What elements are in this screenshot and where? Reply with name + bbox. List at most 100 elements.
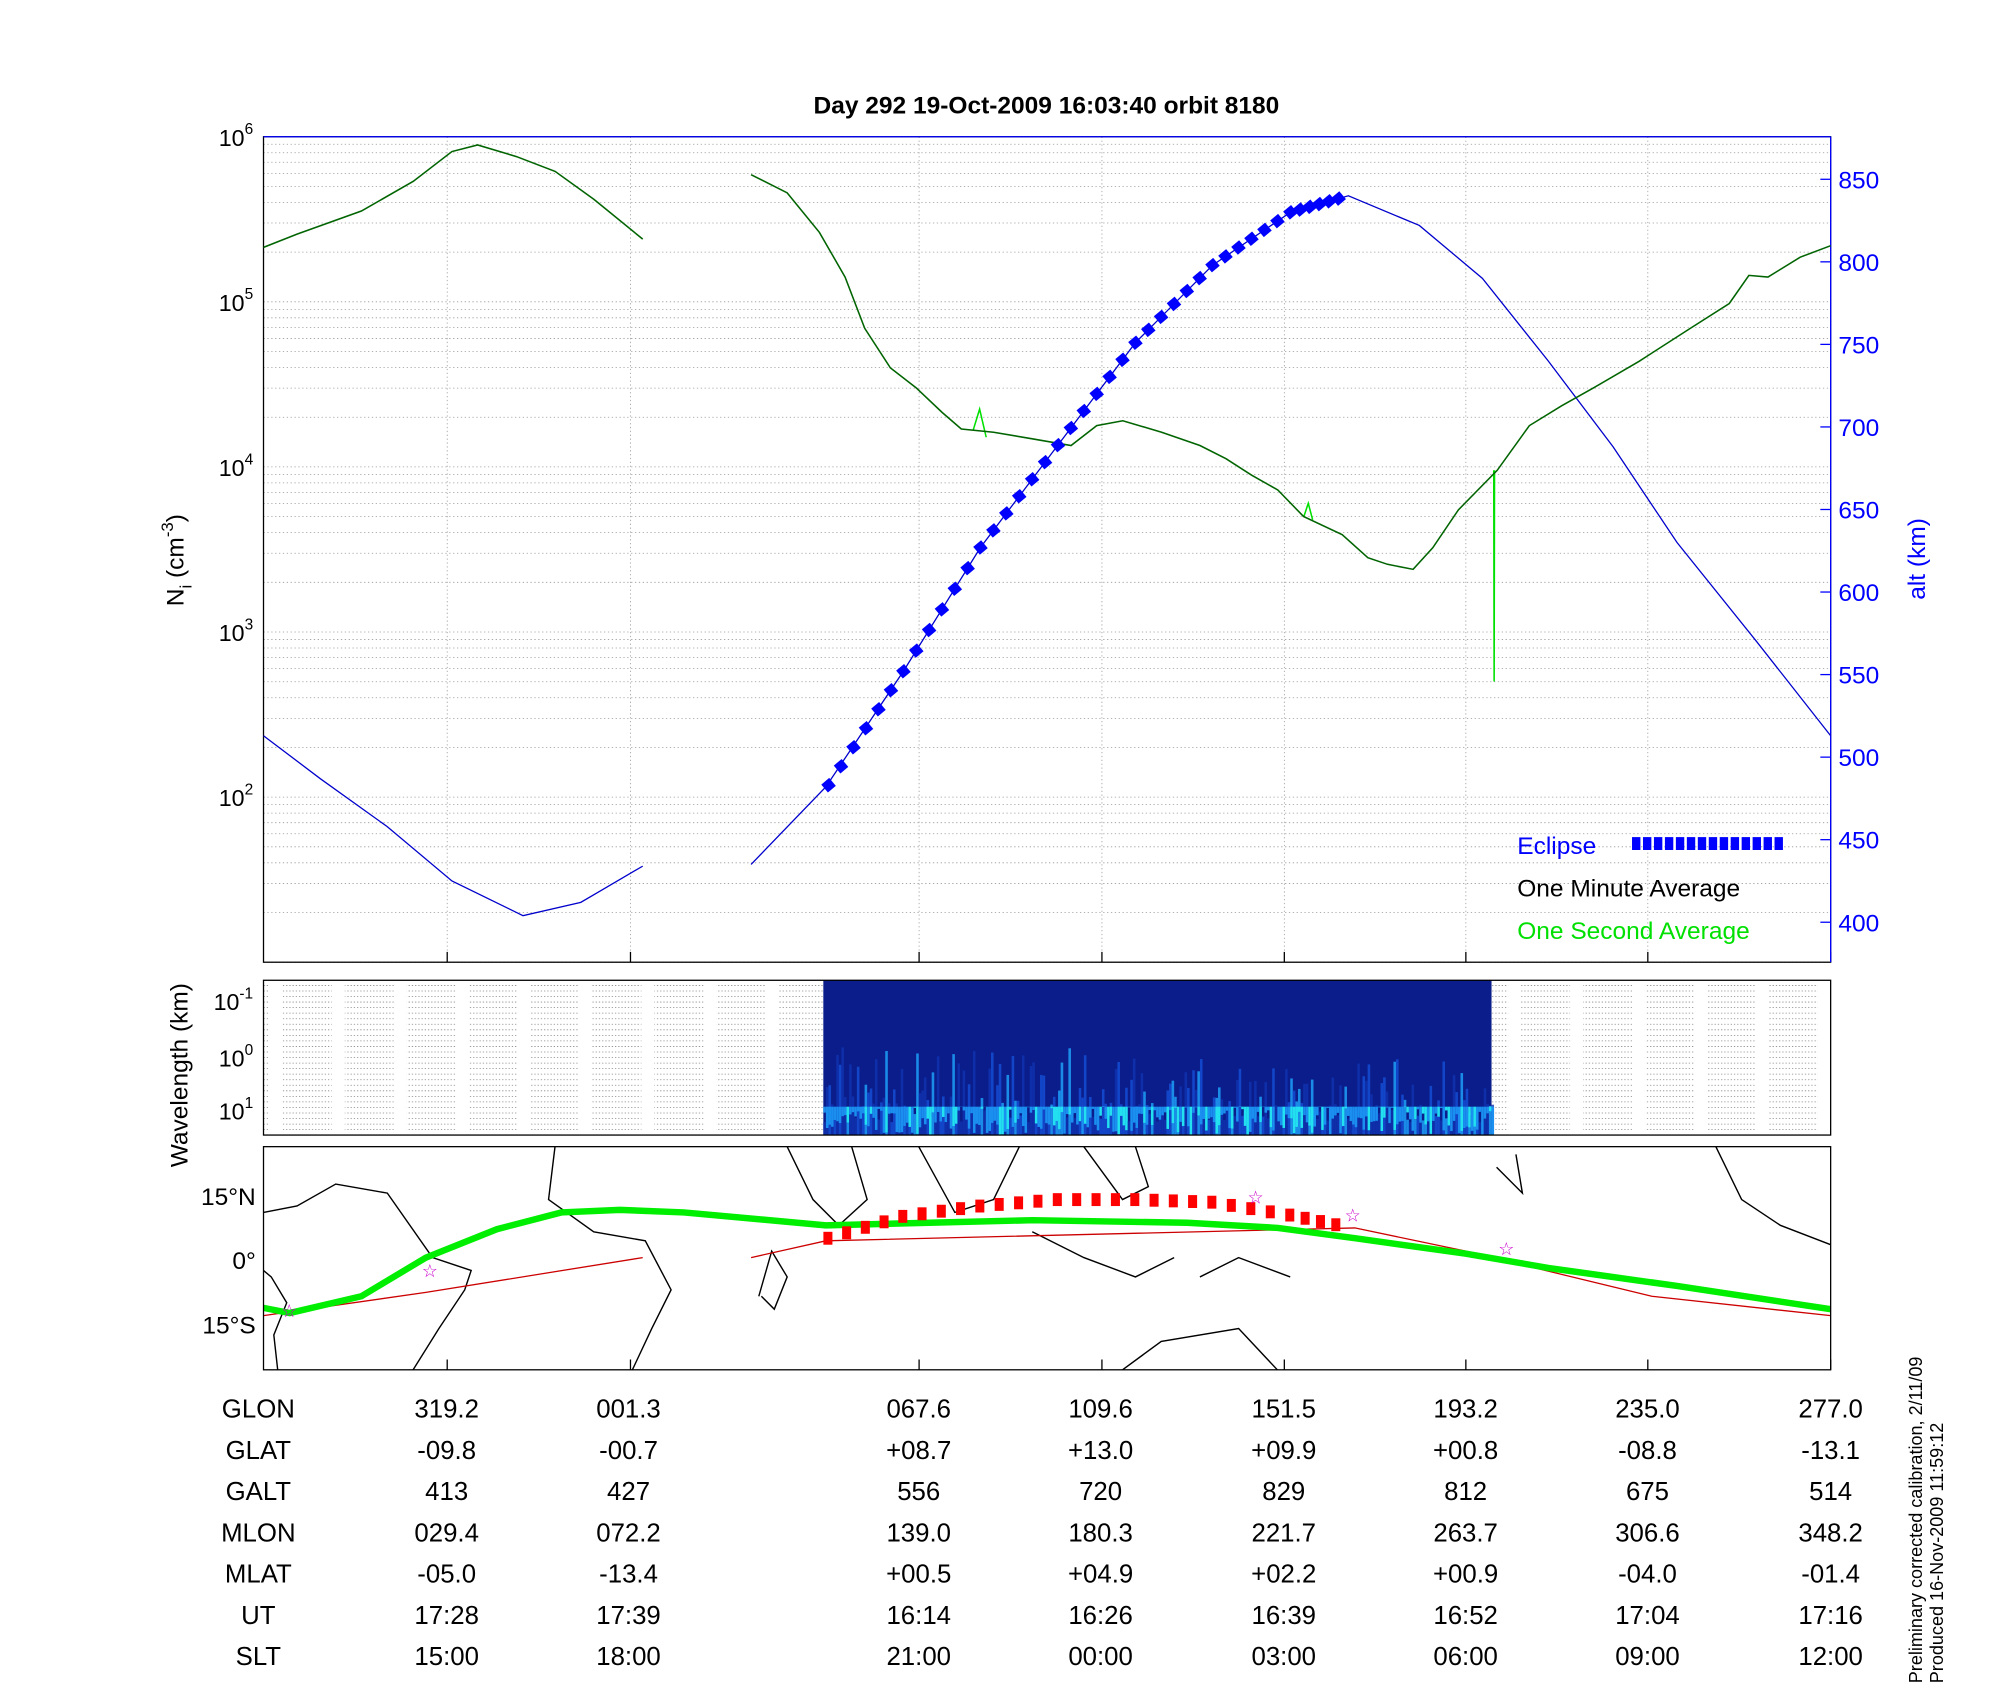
spectrogram-column (1398, 1119, 1402, 1136)
spectrogram-column (1246, 1106, 1249, 1136)
spectrogram-column (867, 1106, 870, 1127)
spectrogram-column (1220, 1099, 1224, 1136)
spectrogram-column (1009, 1106, 1012, 1110)
spectrogram-column (1357, 1106, 1360, 1118)
eclipse-marker (896, 664, 911, 679)
spectrogram-column (880, 1102, 883, 1136)
spectrogram-column (1194, 1106, 1198, 1108)
spectrogram-column (849, 1106, 852, 1115)
y2-tick-label: 750 (1838, 332, 1879, 359)
table-cell: 514 (1809, 1478, 1852, 1506)
spectrogram-column (1303, 1106, 1306, 1116)
spectrogram-column (1042, 1075, 1046, 1136)
table-cell: 072.2 (596, 1519, 661, 1547)
spectrogram-column (991, 1106, 994, 1123)
eclipse-marker (908, 643, 924, 658)
table-cell: 17:28 (414, 1602, 479, 1630)
spectrogram-column (1202, 1117, 1206, 1136)
eclipse-track-marker (1331, 1218, 1341, 1232)
y-tick-label: 104 (219, 451, 254, 481)
spectrogram-column (1163, 1106, 1167, 1113)
spectrogram-column (1014, 1106, 1017, 1123)
eclipse-marker (1153, 309, 1169, 325)
spectrogram-column (823, 1106, 826, 1113)
spectrogram-column (1223, 1120, 1226, 1136)
coastline (263, 1269, 288, 1370)
spectrogram-column (1029, 1065, 1033, 1136)
spectrogram-column (1313, 1118, 1317, 1136)
spectrogram-column (1406, 1106, 1409, 1113)
spectrogram-column (939, 1115, 942, 1136)
spectrogram-column (1383, 1106, 1386, 1118)
spectrogram-column (890, 1122, 893, 1136)
table-cell: 306.6 (1615, 1519, 1680, 1547)
spectrogram-column (1367, 1064, 1371, 1136)
table-cell: 17:04 (1615, 1602, 1680, 1630)
spectrogram-column (978, 1120, 981, 1136)
spectrogram-column (1184, 1072, 1188, 1136)
y2-tick-label: 550 (1838, 663, 1879, 690)
spectrogram-column (1055, 1114, 1059, 1136)
spectrogram-column (1383, 1077, 1386, 1136)
spectrogram-column (1055, 1106, 1059, 1121)
eclipse-track-marker (879, 1215, 889, 1229)
spectrogram-column (1065, 1106, 1069, 1115)
spectrogram-column (970, 1106, 973, 1114)
eclipse-marker (1102, 369, 1117, 385)
eclipse-marker (883, 682, 899, 698)
legend-eclipse-marker (1686, 837, 1696, 850)
spectrogram-column (947, 1106, 950, 1114)
table-cell: 812 (1444, 1478, 1487, 1506)
spectrogram-column (836, 1054, 839, 1136)
y-tick-label: 101 (219, 1095, 253, 1125)
spectrogram-column (934, 1114, 937, 1136)
spectrogram-column (1398, 1106, 1402, 1122)
spectrogram-column (936, 1056, 940, 1136)
spectrogram-column (1488, 1106, 1492, 1112)
coastline (1715, 1146, 1831, 1246)
spectrogram-column (908, 1106, 912, 1127)
spectrogram-column (905, 1116, 909, 1136)
y2-tick-label: 850 (1838, 167, 1879, 194)
legend-eclipse-marker (1664, 837, 1674, 850)
spectrogram-column (1468, 1106, 1471, 1128)
spectrogram-column (978, 1106, 981, 1126)
spectrogram-column (1189, 1106, 1193, 1135)
eclipse-marker (1128, 335, 1143, 351)
eclipse-track-marker (994, 1197, 1004, 1211)
spectrogram-column (1225, 1108, 1229, 1136)
table-cell: +13.0 (1068, 1437, 1133, 1465)
table-cell: +00.5 (886, 1561, 951, 1589)
spectrogram-column (1287, 1102, 1291, 1136)
spectrogram-column (1414, 1119, 1417, 1136)
table-cell: 16:14 (886, 1602, 951, 1630)
table-cell: 109.6 (1068, 1396, 1133, 1424)
table-cell: 180.3 (1068, 1519, 1133, 1547)
spectrogram-column (1109, 1106, 1113, 1116)
spectrogram-column (1352, 1106, 1355, 1125)
spectrogram-column (1297, 1106, 1301, 1112)
spectrogram-column (1434, 1106, 1438, 1114)
eclipse-marker (1244, 231, 1259, 246)
eclipse-marker (1192, 270, 1207, 286)
y2-tick-label: 650 (1838, 498, 1879, 525)
spectrogram-column (1401, 1106, 1404, 1121)
spectrogram-column (1228, 1106, 1231, 1129)
spectrogram-column (1424, 1106, 1427, 1125)
spectrogram-column (862, 1106, 865, 1136)
eclipse-marker (1050, 437, 1066, 453)
spectrogram-column (1210, 1106, 1213, 1118)
spectrogram-column (988, 1068, 992, 1136)
spectrogram-column (1316, 1106, 1319, 1116)
spectrogram-column (1225, 1106, 1229, 1111)
eclipse-marker (999, 506, 1014, 521)
spectrogram-column (1475, 1106, 1479, 1130)
spectrogram-column (1006, 1074, 1010, 1136)
table-cell: 17:16 (1798, 1602, 1863, 1630)
spectrogram-column (874, 1106, 878, 1130)
table-cell: 001.3 (596, 1396, 661, 1424)
spectrogram-column (1414, 1106, 1417, 1120)
spectrogram-column (1148, 1106, 1151, 1111)
eclipse-track-marker (1168, 1194, 1178, 1208)
row-label: MLON (221, 1519, 295, 1547)
